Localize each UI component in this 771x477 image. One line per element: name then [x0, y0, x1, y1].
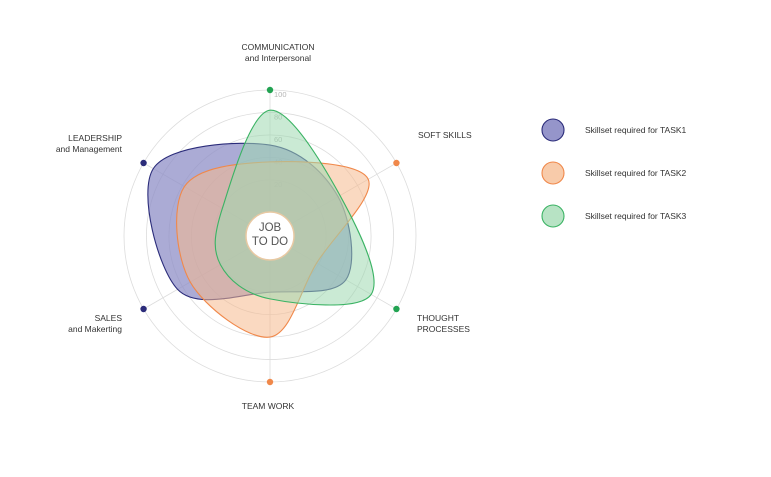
legend-label: Skillset required for TASK1: [585, 125, 687, 135]
legend-swatch: [541, 118, 565, 142]
legend-swatch: [541, 204, 565, 228]
legend-label: Skillset required for TASK2: [585, 168, 687, 178]
axis-label: TEAM WORK: [242, 401, 295, 411]
center-label: JOB: [259, 222, 282, 234]
axis-label: THOUGHT: [417, 313, 459, 323]
axis-label: LEADERSHIP: [68, 133, 122, 143]
axis-label: and Management: [56, 144, 123, 154]
axis-label: COMMUNICATION: [241, 42, 314, 52]
axis-marker: [393, 305, 400, 313]
axis-label: SALES: [95, 313, 123, 323]
series-task3-area: [214, 109, 375, 306]
axis-label: SOFT SKILLS: [418, 130, 472, 140]
axis-marker: [140, 305, 147, 313]
axis-marker: [266, 86, 274, 94]
axis-label: and Makerting: [68, 324, 122, 334]
axis-label: PROCESSES: [417, 324, 470, 334]
tick-label: 100: [274, 90, 287, 99]
legend-swatch: [541, 161, 565, 185]
center-hub: JOB TO DO: [245, 211, 295, 261]
axis-markers: [140, 86, 400, 386]
center-circle: [245, 211, 295, 261]
axis-marker: [140, 159, 147, 167]
axis-marker: [393, 159, 400, 167]
center-label: TO DO: [252, 236, 288, 248]
axis-label: and Interpersonal: [245, 53, 311, 63]
radar-series: [147, 109, 375, 338]
axis-marker: [266, 378, 274, 386]
legend-label: Skillset required for TASK3: [585, 211, 687, 221]
legend: Skillset required for TASK1 Skillset requ…: [541, 118, 687, 228]
